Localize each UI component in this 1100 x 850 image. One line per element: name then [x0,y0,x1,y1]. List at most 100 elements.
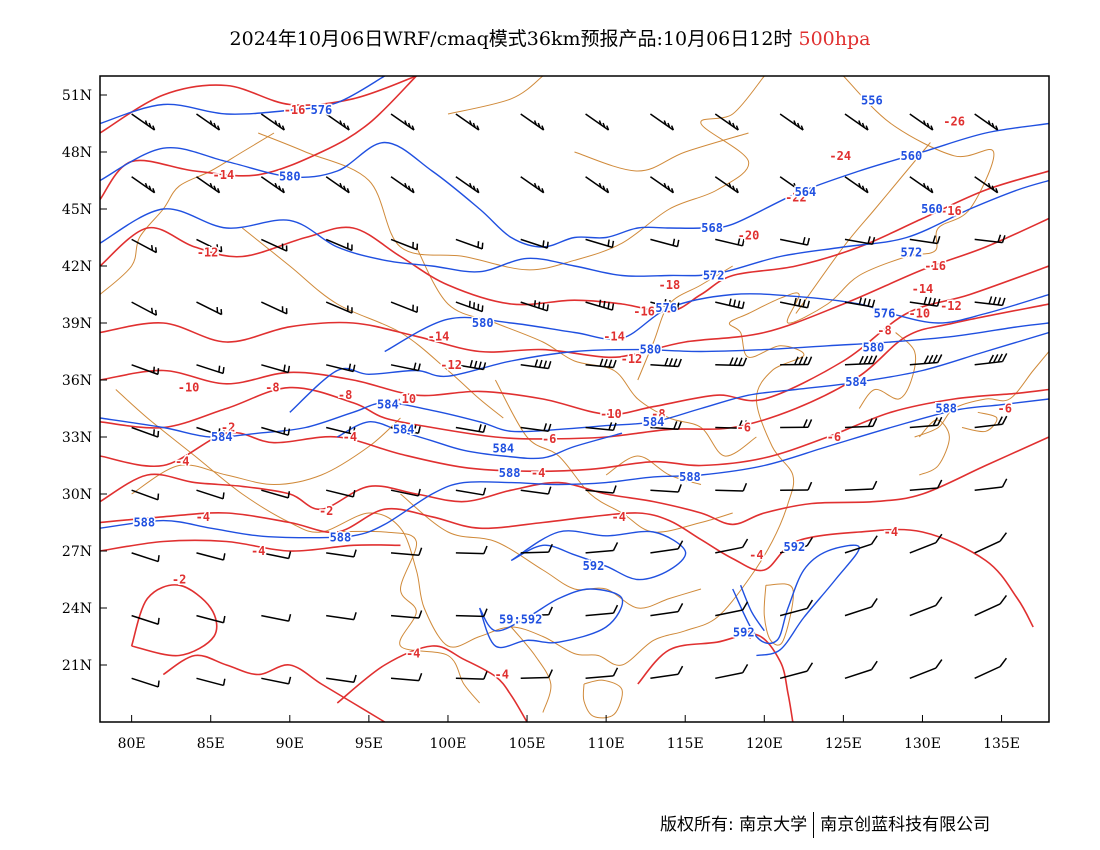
wind-barb [131,426,160,438]
isotherm-line [100,388,1049,473]
wind-barb [390,113,415,131]
temperature-label: -10 [178,381,200,395]
title-main: 2024年10月06日WRF/cmaq模式36km预报产品:10月06日12时 [229,28,793,50]
isotherm-line [336,645,528,722]
wind-barb [455,176,480,194]
height-label: 560 [901,149,923,163]
wind-barb [455,238,484,250]
wind-barb [326,549,357,558]
x-tick-label: 125E [825,736,862,752]
isotherm-line [100,76,417,134]
y-tick-label: 33N [62,430,92,446]
wind-barb [196,301,223,316]
x-tick-label: 110E [588,736,625,752]
temperature-label: -10 [600,407,622,421]
x-tick-label: 85E [197,736,225,752]
wind-barb [455,487,487,496]
x-tick-label: 105E [509,736,546,752]
wind-barb [390,425,421,434]
temperature-label: -4 [749,548,763,562]
wind-barb [974,353,1008,366]
height-label: 588 [133,516,155,530]
wind-barb [650,357,682,368]
wind-barb [909,659,943,679]
y-tick-label: 45N [62,202,92,218]
wind-barb [390,488,421,497]
wind-barb [325,238,353,252]
wind-barb [974,415,1008,429]
isotherm-line [100,265,1049,416]
wind-barb [715,601,749,617]
wind-barb [196,489,225,500]
wind-barb [261,238,288,252]
wind-barb [974,657,1008,679]
wind-barb [131,176,156,194]
wind-barb [585,358,617,369]
wind-barb [779,662,814,680]
wind-barb [844,660,878,680]
wind-barb [585,485,617,494]
map-plot-area: -16 -14 -12 -14 -12 -10 -8 -8 -10 -2 -4 -10 -8 -6 -6 -4… [100,76,1049,722]
wind-barb [455,671,488,680]
boundary-line [258,76,765,271]
wind-barb [131,614,160,625]
wind-barb [779,599,814,617]
boundary-line [858,332,917,409]
wind-barb [260,113,285,131]
height-label: 580 [472,316,494,330]
boundary-line [447,76,544,115]
wind-barb [455,300,484,313]
wind-barb [196,113,221,131]
wind-barb [715,482,748,492]
boundary-line [131,417,401,495]
wind-barb [131,113,156,131]
wind-barb [909,596,943,617]
wind-barb [455,608,488,618]
height-contour-line [510,530,687,581]
footer-separator [813,812,815,838]
wind-barb [974,594,1008,617]
wind-barb [844,236,876,245]
wind-barb [974,532,1008,554]
boundary-line [605,455,702,485]
isotherm-line [162,654,386,722]
y-tick-label: 42N [62,259,92,275]
wind-barb [650,299,680,311]
boundary-line [400,493,702,609]
copyright-text: 版权所有: 南京大学 [660,815,808,835]
y-tick-label: 51N [62,88,92,104]
temperature-label: -12 [621,352,643,366]
wind-barb [780,481,813,491]
isotherm-line [637,633,794,722]
wind-barb [325,426,356,435]
wind-barb [844,480,878,491]
geopotential-height-contours [100,76,1049,657]
x-tick-label: 80E [118,736,146,752]
wind-barb [844,176,869,194]
temperature-label: -4 [738,628,752,642]
x-tick-label: 95E [355,736,383,752]
wind-barb [131,552,160,563]
wind-barb [520,176,545,194]
wind-barb [650,540,684,554]
wind-barb [650,665,684,680]
wind-barb [196,176,221,194]
wind-barb [585,113,610,131]
temperature-label: -8 [265,381,279,395]
wind-barb [844,417,878,429]
wind-barb [844,355,878,366]
wind-barb [585,667,619,680]
wind-barb [585,604,619,617]
boundary-line [494,379,733,533]
temperature-label: -4 [612,510,626,524]
boundary-line [321,530,480,704]
temperature-label: -4 [343,430,357,444]
x-tick-label: 135E [983,736,1020,752]
wind-barb [715,538,749,554]
wind-barb [650,603,684,617]
boundary-line [914,351,1049,438]
boundary-line [574,132,749,172]
temperature-label: -10 [908,307,930,321]
wind-barb [844,535,878,554]
wind-barb [650,421,682,431]
